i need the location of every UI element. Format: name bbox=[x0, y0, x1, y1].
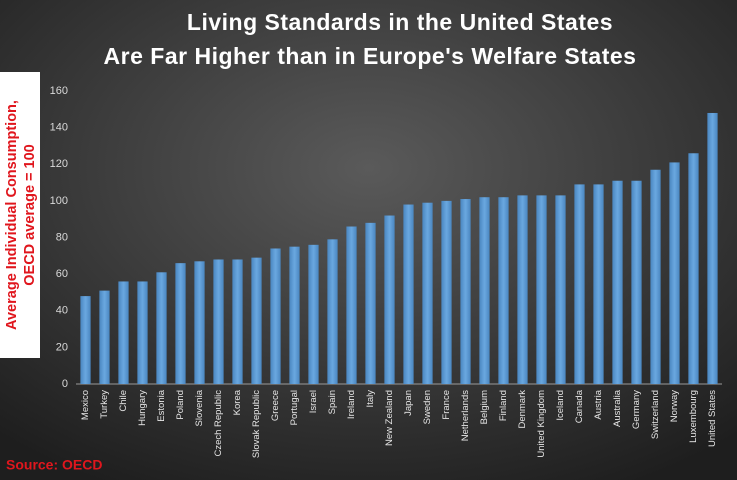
bar bbox=[232, 259, 243, 384]
x-tick-label: Iceland bbox=[555, 390, 566, 421]
bar bbox=[213, 259, 224, 384]
bar bbox=[650, 169, 661, 384]
bar bbox=[479, 197, 490, 384]
x-tick-label: Sweden bbox=[422, 390, 433, 424]
y-tick-label: 40 bbox=[56, 305, 68, 317]
bar bbox=[536, 195, 547, 384]
x-tick-label: New Zealand bbox=[384, 390, 395, 446]
bar bbox=[384, 215, 395, 384]
bar bbox=[403, 204, 414, 384]
x-tick-label: Canada bbox=[574, 389, 585, 423]
x-tick-label: Japan bbox=[403, 390, 414, 416]
x-tick-label: Italy bbox=[365, 390, 376, 408]
bar bbox=[441, 200, 452, 384]
bar bbox=[327, 239, 338, 384]
x-tick-label: Poland bbox=[175, 390, 186, 420]
bar bbox=[631, 180, 642, 384]
bar bbox=[365, 222, 376, 384]
bar bbox=[289, 246, 300, 384]
x-tick-label: Ireland bbox=[346, 390, 357, 419]
y-tick-label: 0 bbox=[62, 378, 68, 390]
y-tick-label: 120 bbox=[50, 158, 68, 170]
bar bbox=[137, 281, 148, 384]
bar bbox=[422, 202, 433, 384]
bar bbox=[574, 184, 585, 384]
bar bbox=[80, 296, 91, 384]
bar bbox=[251, 257, 262, 384]
bar bbox=[593, 184, 604, 384]
x-tick-label: Australia bbox=[612, 389, 623, 427]
chart-title: Living Standards in the United States bbox=[187, 9, 613, 35]
x-tick-label: Chile bbox=[118, 390, 129, 412]
y-tick-label: 100 bbox=[50, 195, 68, 207]
x-tick-label: Finland bbox=[498, 390, 509, 421]
bar bbox=[156, 272, 167, 384]
y-tick-label: 140 bbox=[50, 122, 68, 134]
bar bbox=[346, 226, 357, 384]
bar bbox=[707, 112, 718, 384]
x-tick-label: Austria bbox=[593, 389, 604, 419]
x-tick-label: Turkey bbox=[99, 390, 110, 419]
y-axis-label: OECD average = 100 bbox=[22, 144, 38, 285]
x-tick-label: Slovenia bbox=[194, 389, 205, 426]
bar bbox=[270, 248, 281, 384]
bar bbox=[498, 197, 509, 384]
bar bbox=[99, 290, 110, 384]
y-tick-label: 60 bbox=[56, 268, 68, 280]
x-tick-label: United Kingdom bbox=[536, 390, 547, 458]
x-tick-label: Luxembourg bbox=[688, 390, 699, 443]
x-tick-label: Israel bbox=[308, 390, 319, 413]
x-tick-label: Spain bbox=[327, 390, 338, 414]
bar bbox=[460, 199, 471, 384]
x-tick-label: Belgium bbox=[479, 390, 490, 424]
bar bbox=[118, 281, 129, 384]
x-tick-label: Portugal bbox=[289, 390, 300, 425]
bar bbox=[612, 180, 623, 384]
x-tick-label: Mexico bbox=[80, 390, 91, 420]
bar bbox=[688, 153, 699, 384]
x-tick-label: Slovak Republic bbox=[251, 390, 262, 458]
bar bbox=[517, 195, 528, 384]
x-tick-label: Switzerland bbox=[650, 390, 661, 439]
y-tick-label: 160 bbox=[50, 85, 68, 97]
chart-title: Are Far Higher than in Europe's Welfare … bbox=[104, 43, 637, 69]
x-tick-label: Estonia bbox=[156, 389, 167, 421]
bar bbox=[175, 263, 186, 384]
x-tick-label: Norway bbox=[669, 390, 680, 422]
x-tick-label: United States bbox=[707, 390, 718, 447]
y-axis-label: Average Individual Consumption, bbox=[4, 100, 20, 330]
bar bbox=[669, 162, 680, 384]
x-tick-label: Greece bbox=[270, 390, 281, 421]
x-tick-label: Germany bbox=[631, 390, 642, 429]
x-tick-label: Netherlands bbox=[460, 390, 471, 441]
x-tick-label: Denmark bbox=[517, 390, 528, 429]
source-note: Source: OECD bbox=[6, 457, 102, 473]
y-tick-label: 80 bbox=[56, 231, 68, 243]
y-label-box bbox=[0, 72, 40, 358]
bar bbox=[555, 195, 566, 384]
x-tick-label: Hungary bbox=[137, 390, 148, 426]
bar bbox=[194, 261, 205, 384]
bar bbox=[308, 244, 319, 384]
x-tick-label: Czech Republic bbox=[213, 390, 224, 457]
x-tick-label: Korea bbox=[232, 389, 243, 415]
x-tick-label: France bbox=[441, 390, 452, 420]
y-tick-label: 20 bbox=[56, 341, 68, 353]
